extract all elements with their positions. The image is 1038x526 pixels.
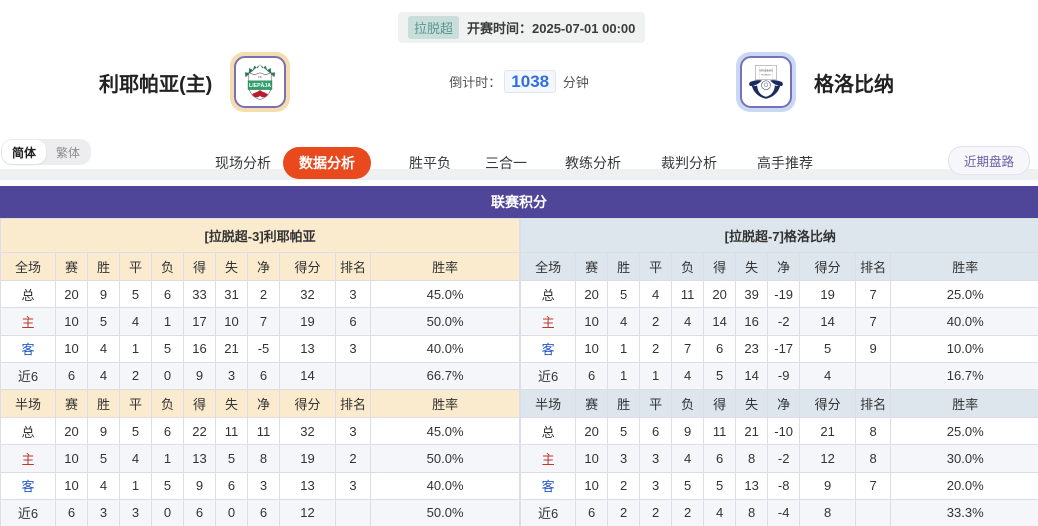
svg-text:FK: FK [259,75,263,79]
svg-text:LIEPĀJA: LIEPĀJA [249,82,271,89]
svg-text:FUTBOLS: FUTBOLS [761,75,771,77]
